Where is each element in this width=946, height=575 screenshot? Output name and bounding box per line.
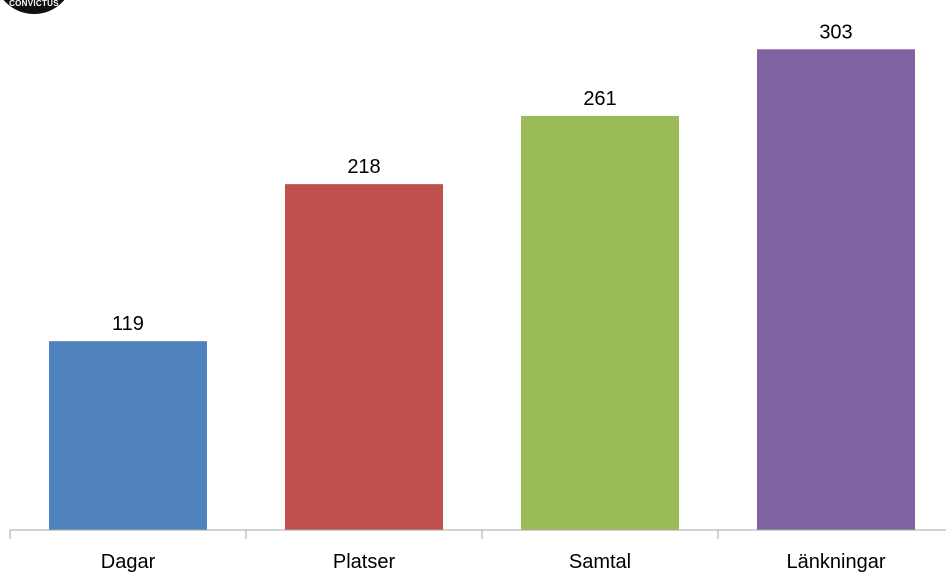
bar-platser — [285, 184, 443, 530]
value-labels-group: 119 218 261 303 — [112, 21, 853, 335]
x-ticks-group — [9, 530, 719, 539]
value-label: 303 — [819, 21, 852, 43]
value-label: 261 — [583, 88, 616, 110]
category-label: Länkningar — [787, 551, 886, 573]
bar-samtal — [521, 115, 679, 531]
value-label: 218 — [347, 156, 380, 178]
bars-group — [49, 49, 915, 531]
value-label: 119 — [112, 313, 144, 335]
category-label: Samtal — [569, 551, 631, 573]
category-label: Dagar — [101, 551, 156, 573]
category-label: Platser — [333, 551, 396, 573]
category-labels-group: Dagar Platser Samtal Länkningar — [101, 551, 886, 573]
bar-länkningar — [757, 49, 915, 531]
bar-dagar — [49, 341, 207, 530]
logo-text: CONVICTUS — [9, 0, 59, 8]
